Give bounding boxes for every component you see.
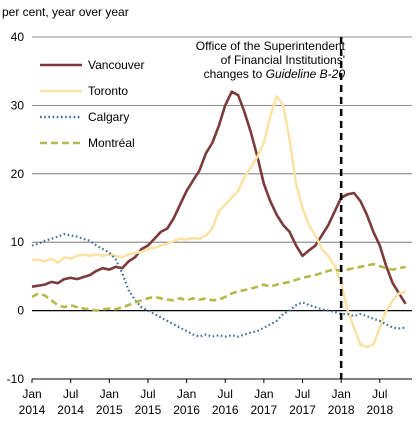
x-tick-label-month: Jan (254, 387, 273, 401)
x-tick-label-year: 2016 (212, 403, 239, 417)
x-tick-label-year: 2017 (289, 403, 316, 417)
y-tick-label: 10 (11, 235, 25, 249)
x-tick-label-month: Jan (177, 387, 196, 401)
annotation-line-1: Office of the Superintendent (196, 39, 346, 53)
x-tick-label-year: 2014 (57, 403, 84, 417)
y-tick-label: 40 (11, 30, 25, 44)
annotation-line-2: of Financial Institutions' (221, 53, 345, 67)
x-tick-label-month: Jul (372, 387, 387, 401)
legend-label-montreal: Montréal (88, 136, 135, 150)
x-tick-label-year: 2018 (328, 403, 355, 417)
y-tick-label: 30 (11, 98, 25, 112)
x-tick-label-month: Jan (331, 387, 350, 401)
x-tick-label-month: Jul (63, 387, 78, 401)
x-tick-label-month: Jan (100, 387, 119, 401)
annotation-line-3-prefix: changes to (204, 67, 266, 81)
legend-label-calgary: Calgary (88, 110, 129, 124)
legend-label-toronto: Toronto (88, 84, 128, 98)
series-line-calgary (31, 232, 406, 338)
y-tick-label: 0 (17, 304, 24, 318)
y-axis-label: per cent, year over year (2, 5, 129, 19)
legend-label-vancouver: Vancouver (88, 58, 144, 72)
y-tick-label: -10 (7, 372, 25, 386)
x-tick-label-month: Jul (140, 387, 155, 401)
x-tick-label-year: 2015 (135, 403, 162, 417)
x-tick-label-month: Jan (22, 387, 41, 401)
series-line-vancouver (31, 90, 407, 305)
x-tick-label-year: 2015 (96, 403, 123, 417)
x-tick-label-year: 2014 (19, 403, 46, 417)
series-line-toronto (31, 95, 406, 349)
x-tick-label-month: Jul (295, 387, 310, 401)
x-tick-label-month: Jul (218, 387, 233, 401)
x-tick-label-year: 2017 (251, 403, 278, 417)
annotation-guideline: Guideline B-20 (266, 67, 346, 81)
x-tick-label-year: 2018 (366, 403, 393, 417)
x-tick-label-year: 2016 (173, 403, 200, 417)
y-tick-label: 20 (11, 167, 25, 181)
series-line-montreal (31, 262, 406, 312)
annotation-line-3: changes to Guideline B-20 (204, 67, 346, 81)
